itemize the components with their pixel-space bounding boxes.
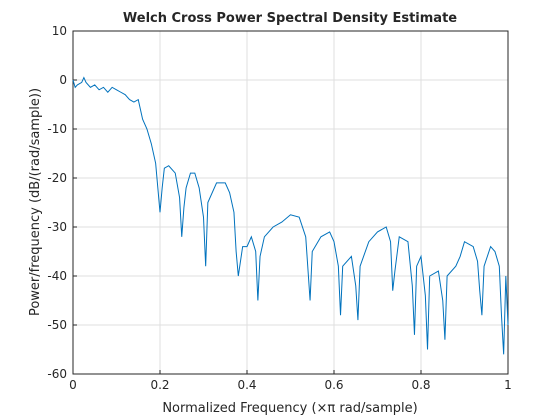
x-axis-label: Normalized Frequency (×π rad/sample) [162,401,417,416]
x-tick-label: 0.8 [411,378,430,392]
x-tick-label: 0.4 [237,378,256,392]
y-axis-label: Power/frequency (dB/(rad/sample)) [28,88,43,316]
x-tick-label: 0.2 [150,378,169,392]
data-line [72,76,509,355]
plot-area [73,31,508,374]
y-tick-label: -40 [47,269,67,283]
y-tick-label: -60 [47,367,67,381]
y-tick-label: 10 [52,24,67,38]
y-tick-label: -50 [47,318,67,332]
chart-title: Welch Cross Power Spectral Density Estim… [123,11,457,26]
y-tick-label: 0 [59,73,67,87]
y-tick-label: -30 [47,220,67,234]
x-tick-label: 0.6 [324,378,343,392]
axes-box [72,30,509,375]
x-tick-label: 0 [69,378,77,392]
x-tick-label: 1 [504,378,512,392]
y-tick-label: -10 [47,122,67,136]
y-tick-label: -20 [47,171,67,185]
